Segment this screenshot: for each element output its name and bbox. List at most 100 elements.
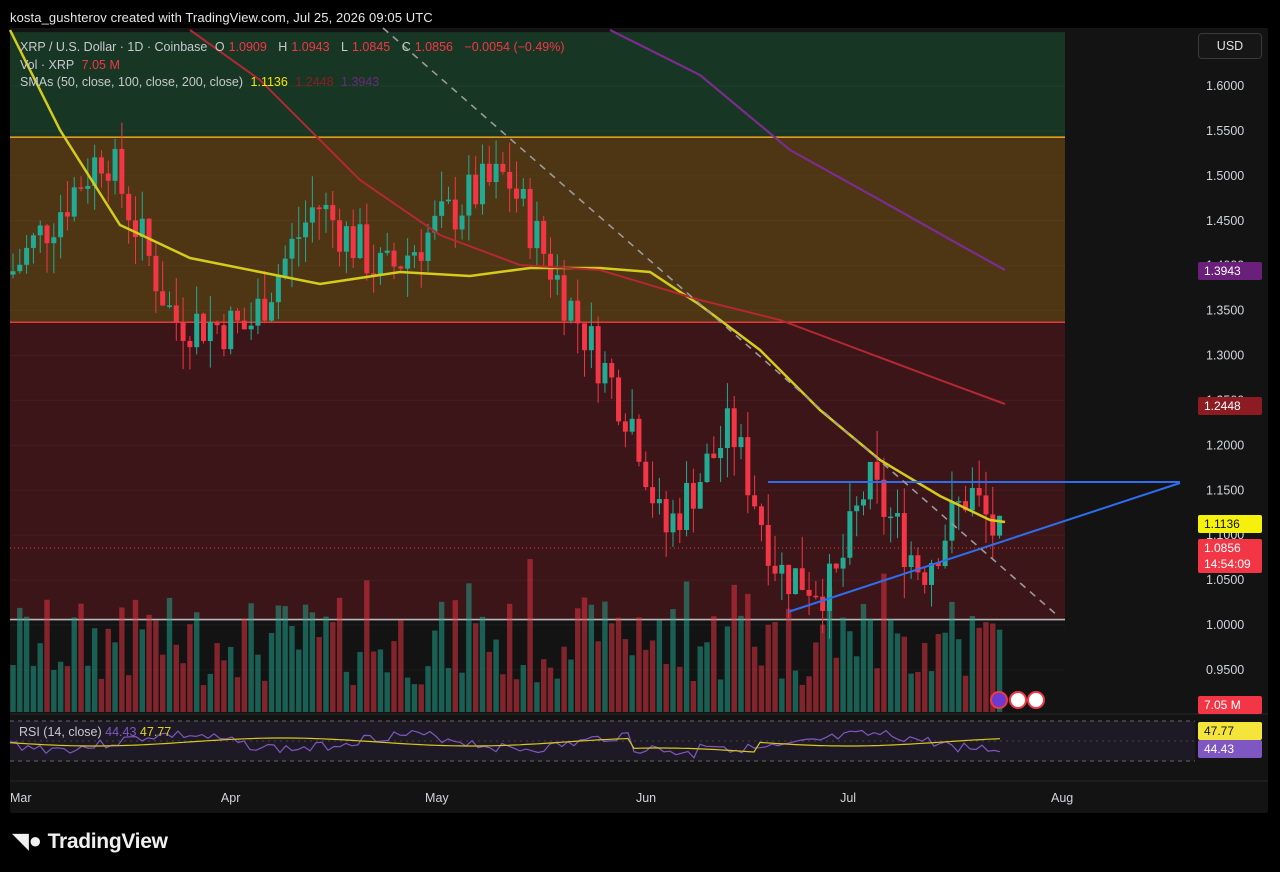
volume-bar xyxy=(956,639,962,712)
candle-body xyxy=(650,487,656,504)
rsi-pane xyxy=(9,713,1268,782)
candle-body xyxy=(303,222,309,238)
sma50-price-tag: 1.1136 xyxy=(1198,515,1262,533)
candle-body xyxy=(255,298,261,326)
volume-bar xyxy=(663,664,669,712)
candle-body xyxy=(235,310,241,321)
volume-bar xyxy=(10,665,16,712)
volume-bar xyxy=(418,684,424,712)
volume-bar xyxy=(745,593,751,712)
volume-bar xyxy=(459,672,465,712)
candle-body xyxy=(486,163,492,182)
volume-bar xyxy=(78,603,84,712)
volume-bar xyxy=(894,633,901,712)
candle-body xyxy=(908,555,914,567)
candle-body xyxy=(554,275,560,280)
candle-body xyxy=(337,220,343,252)
currency-button[interactable]: USD xyxy=(1198,33,1262,59)
volume-bar xyxy=(139,629,145,712)
volume-bar xyxy=(57,661,64,712)
legend-sma50-value: 1.1136 xyxy=(250,75,288,89)
candle-body xyxy=(452,199,458,230)
candle-body xyxy=(207,322,213,342)
candle-body xyxy=(371,273,377,275)
candle-body xyxy=(595,326,601,384)
legend-volume: Vol · XRP 7.05 M xyxy=(20,58,124,72)
volume-bar xyxy=(990,623,996,712)
candle-body xyxy=(847,511,853,558)
last-price-tag: 1.0856 14:54:09 xyxy=(1198,539,1262,573)
rsi-label: RSI (14, close) xyxy=(19,725,102,739)
volume-bar xyxy=(296,649,302,712)
candle-body xyxy=(786,564,792,595)
volume-bar xyxy=(91,628,98,712)
candle-body xyxy=(765,525,771,566)
sma-lines xyxy=(8,29,1006,524)
volume-bar xyxy=(228,646,234,712)
y-tick-label: 1.3500 xyxy=(1206,304,1244,318)
candle-body xyxy=(799,568,805,590)
rsi-tag: 44.43 xyxy=(1198,740,1262,758)
rsi-ma-line xyxy=(9,737,1001,753)
legend-volume-value: 7.05 M xyxy=(81,58,120,72)
volume-bar xyxy=(330,622,336,712)
candle-body xyxy=(132,220,138,238)
volume-bar xyxy=(234,677,241,712)
volume-bar xyxy=(309,612,316,712)
candle-body xyxy=(520,189,526,199)
volume-bar xyxy=(629,655,635,712)
candle-body xyxy=(30,235,36,248)
candle-body xyxy=(779,564,785,574)
y-tick-label: 1.6000 xyxy=(1206,79,1244,93)
volume-bar xyxy=(840,617,846,712)
candle-body xyxy=(459,215,465,230)
volume-bar xyxy=(262,680,268,712)
candle-body xyxy=(473,174,479,205)
candle-body xyxy=(500,163,506,172)
volume-bar xyxy=(506,603,513,712)
candle-body xyxy=(541,220,547,254)
candle-body xyxy=(636,418,642,462)
candle-body xyxy=(813,595,819,598)
rsi-line xyxy=(9,729,1001,759)
volume-bar xyxy=(813,642,819,712)
volume-bar xyxy=(255,654,261,712)
volume-bar xyxy=(241,618,248,712)
sma200-price-tag: 1.3943 xyxy=(1198,262,1262,280)
candle-body xyxy=(895,513,901,517)
legend-volume-label: Vol · XRP xyxy=(20,58,75,72)
volume-bar xyxy=(711,616,717,712)
zones xyxy=(10,32,1065,620)
candle-body xyxy=(364,224,370,274)
rsi-ma-value: 47.77 xyxy=(139,725,172,739)
legend-sma-label: SMAs (50, close, 100, close, 200, close) xyxy=(20,75,244,89)
candle-body xyxy=(711,453,717,459)
candle-body xyxy=(493,163,499,182)
bar-countdown: 14:54:09 xyxy=(1204,557,1251,571)
candle-body xyxy=(160,291,166,306)
candle-body xyxy=(724,408,730,449)
volume-bar xyxy=(867,618,873,712)
volume-bar xyxy=(23,616,30,712)
candle-body xyxy=(241,320,247,330)
candle-body xyxy=(350,226,356,259)
volume-bar xyxy=(847,631,853,712)
candle-body xyxy=(963,501,969,511)
legend-sma100-value: 1.2448 xyxy=(295,75,334,89)
candle-body xyxy=(221,325,227,350)
candle-body xyxy=(731,408,737,448)
volume-bar xyxy=(826,587,833,712)
volume-bar xyxy=(51,669,57,712)
candle-body xyxy=(622,421,628,432)
volume-bar xyxy=(656,620,663,712)
event-icons xyxy=(990,691,1045,709)
volume-bar xyxy=(874,668,880,712)
volume-bar xyxy=(384,672,390,712)
economic-event-icon xyxy=(1009,691,1027,709)
legend-sma: SMAs (50, close, 100, close, 200, close)… xyxy=(20,75,383,89)
candle-body xyxy=(820,596,826,611)
volume-bar xyxy=(17,607,23,712)
volume-bar xyxy=(194,612,200,712)
y-tick-label: 1.0000 xyxy=(1206,618,1244,632)
